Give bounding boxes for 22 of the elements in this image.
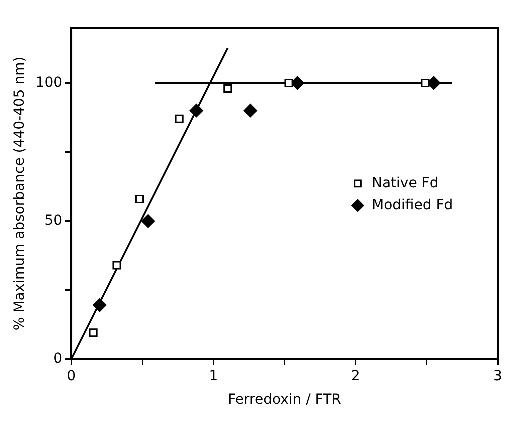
point xyxy=(190,104,204,118)
point xyxy=(244,104,258,118)
x-axis-title: Ferredoxin / FTR xyxy=(228,392,342,408)
y-axis-title: % Maximum absorbance (440-405 nm) xyxy=(12,56,28,331)
point xyxy=(135,194,144,204)
x-tick-label: 3 xyxy=(494,368,502,384)
point xyxy=(284,78,294,88)
legend-label: Modified Fd xyxy=(372,197,454,214)
x-tick-label: 2 xyxy=(351,368,360,384)
y-tick-label: 50 xyxy=(44,212,63,229)
point xyxy=(224,84,232,94)
point xyxy=(421,78,430,88)
y-tick-label: 0 xyxy=(54,351,63,368)
y-tick-label: 100 xyxy=(36,74,63,91)
point xyxy=(142,214,156,228)
x-tick-label: 0 xyxy=(67,368,76,384)
legend-label: Native Fd xyxy=(372,175,439,192)
point xyxy=(93,298,107,312)
point xyxy=(112,261,122,270)
x-tick-label: 1 xyxy=(209,368,218,384)
point xyxy=(89,328,98,338)
point xyxy=(175,114,184,124)
